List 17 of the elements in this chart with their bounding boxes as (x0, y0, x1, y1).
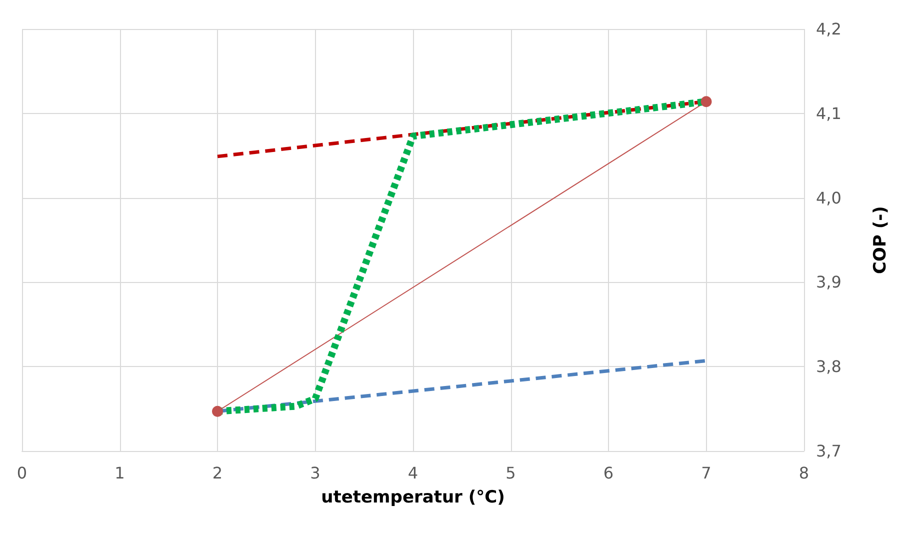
x-axis-title: utetemperatur (°C) (321, 488, 505, 508)
y-tick-label: 3,8 (816, 357, 842, 376)
y-tick-label: 4,0 (816, 188, 842, 208)
x-tick-label: 0 (16, 464, 28, 482)
x-tick-label: 7 (701, 464, 712, 482)
x-tick-label: 5 (506, 464, 516, 482)
y-tick-label: 3,7 (816, 442, 842, 460)
y-axis-title: COP (-) (870, 206, 890, 274)
y-tick-label: 4,2 (816, 20, 842, 38)
y-tick-label: 4,1 (816, 104, 842, 123)
x-tick-label: 8 (798, 464, 810, 482)
x-tick-label: 1 (114, 464, 125, 482)
y-tick-label: 3,9 (816, 272, 842, 292)
x-tick-label: 2 (212, 464, 223, 482)
x-tick-label: 6 (603, 464, 614, 482)
x-tick-label: 4 (408, 464, 418, 482)
x-tick-label: 3 (310, 464, 320, 482)
